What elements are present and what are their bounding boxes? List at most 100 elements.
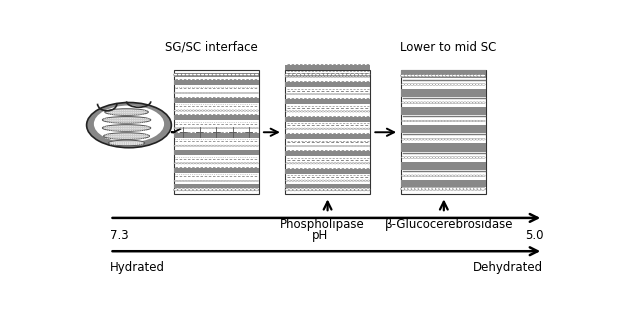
Circle shape <box>479 102 482 104</box>
Circle shape <box>479 120 482 122</box>
Circle shape <box>420 175 423 177</box>
Circle shape <box>309 111 312 112</box>
Circle shape <box>241 128 243 129</box>
Circle shape <box>343 111 346 112</box>
Circle shape <box>469 120 473 122</box>
Circle shape <box>346 180 349 181</box>
Circle shape <box>301 111 303 112</box>
Circle shape <box>343 145 346 147</box>
Circle shape <box>201 128 204 129</box>
Circle shape <box>444 84 448 85</box>
Circle shape <box>482 102 485 104</box>
Circle shape <box>441 120 445 122</box>
Circle shape <box>358 111 361 112</box>
Circle shape <box>239 189 243 191</box>
Circle shape <box>436 157 439 158</box>
Circle shape <box>238 163 240 164</box>
Circle shape <box>346 145 349 147</box>
Circle shape <box>343 128 346 129</box>
Circle shape <box>208 128 210 129</box>
Circle shape <box>201 74 205 76</box>
Circle shape <box>456 188 461 190</box>
Circle shape <box>343 76 346 78</box>
Bar <box>401 89 486 97</box>
Circle shape <box>244 128 246 129</box>
Circle shape <box>289 189 293 191</box>
Circle shape <box>408 120 411 122</box>
Bar <box>285 134 370 139</box>
Circle shape <box>238 110 240 111</box>
Bar <box>401 70 486 78</box>
Circle shape <box>322 180 324 181</box>
Circle shape <box>414 175 417 177</box>
Circle shape <box>234 180 238 182</box>
Circle shape <box>432 102 436 104</box>
Circle shape <box>301 180 303 181</box>
Circle shape <box>174 110 177 111</box>
Circle shape <box>219 92 222 94</box>
Circle shape <box>183 145 186 146</box>
Circle shape <box>426 157 429 158</box>
Bar <box>174 150 259 155</box>
Circle shape <box>256 145 258 146</box>
Circle shape <box>361 111 364 112</box>
Circle shape <box>304 76 306 78</box>
Circle shape <box>216 180 219 182</box>
Circle shape <box>423 102 426 104</box>
Circle shape <box>183 92 186 94</box>
Circle shape <box>213 128 216 129</box>
Circle shape <box>198 110 201 111</box>
Circle shape <box>334 145 336 147</box>
Circle shape <box>325 76 328 78</box>
Circle shape <box>328 145 331 147</box>
Circle shape <box>457 120 461 122</box>
Circle shape <box>229 180 231 182</box>
Circle shape <box>463 138 467 140</box>
Circle shape <box>298 145 300 147</box>
Circle shape <box>244 145 246 146</box>
Circle shape <box>367 128 370 129</box>
Circle shape <box>361 93 364 95</box>
Circle shape <box>309 180 312 181</box>
Circle shape <box>355 76 357 78</box>
Circle shape <box>463 188 468 190</box>
Circle shape <box>361 180 364 181</box>
Circle shape <box>358 93 361 95</box>
Circle shape <box>312 128 315 129</box>
Circle shape <box>219 180 222 182</box>
Circle shape <box>482 157 485 158</box>
Circle shape <box>231 92 234 94</box>
Circle shape <box>340 163 342 164</box>
Circle shape <box>189 110 192 111</box>
Circle shape <box>192 163 195 164</box>
Circle shape <box>189 92 192 94</box>
Circle shape <box>181 74 186 76</box>
Circle shape <box>361 145 364 147</box>
Circle shape <box>358 180 361 181</box>
Circle shape <box>364 180 367 181</box>
Circle shape <box>351 74 355 76</box>
Circle shape <box>429 175 432 177</box>
Bar <box>174 168 259 173</box>
Circle shape <box>401 74 406 77</box>
Circle shape <box>249 128 252 129</box>
Circle shape <box>476 175 479 177</box>
Circle shape <box>226 110 228 111</box>
Circle shape <box>253 163 256 164</box>
Circle shape <box>421 188 427 190</box>
Circle shape <box>198 92 201 94</box>
Circle shape <box>195 128 198 129</box>
Circle shape <box>298 128 300 129</box>
Circle shape <box>456 74 461 77</box>
Circle shape <box>180 180 182 182</box>
Circle shape <box>222 180 225 182</box>
Circle shape <box>216 163 219 164</box>
Bar <box>285 184 370 188</box>
Circle shape <box>364 163 367 164</box>
Circle shape <box>183 128 186 129</box>
Ellipse shape <box>94 105 164 142</box>
Circle shape <box>324 74 328 76</box>
Circle shape <box>479 138 482 140</box>
Circle shape <box>229 145 231 146</box>
Circle shape <box>420 84 423 85</box>
